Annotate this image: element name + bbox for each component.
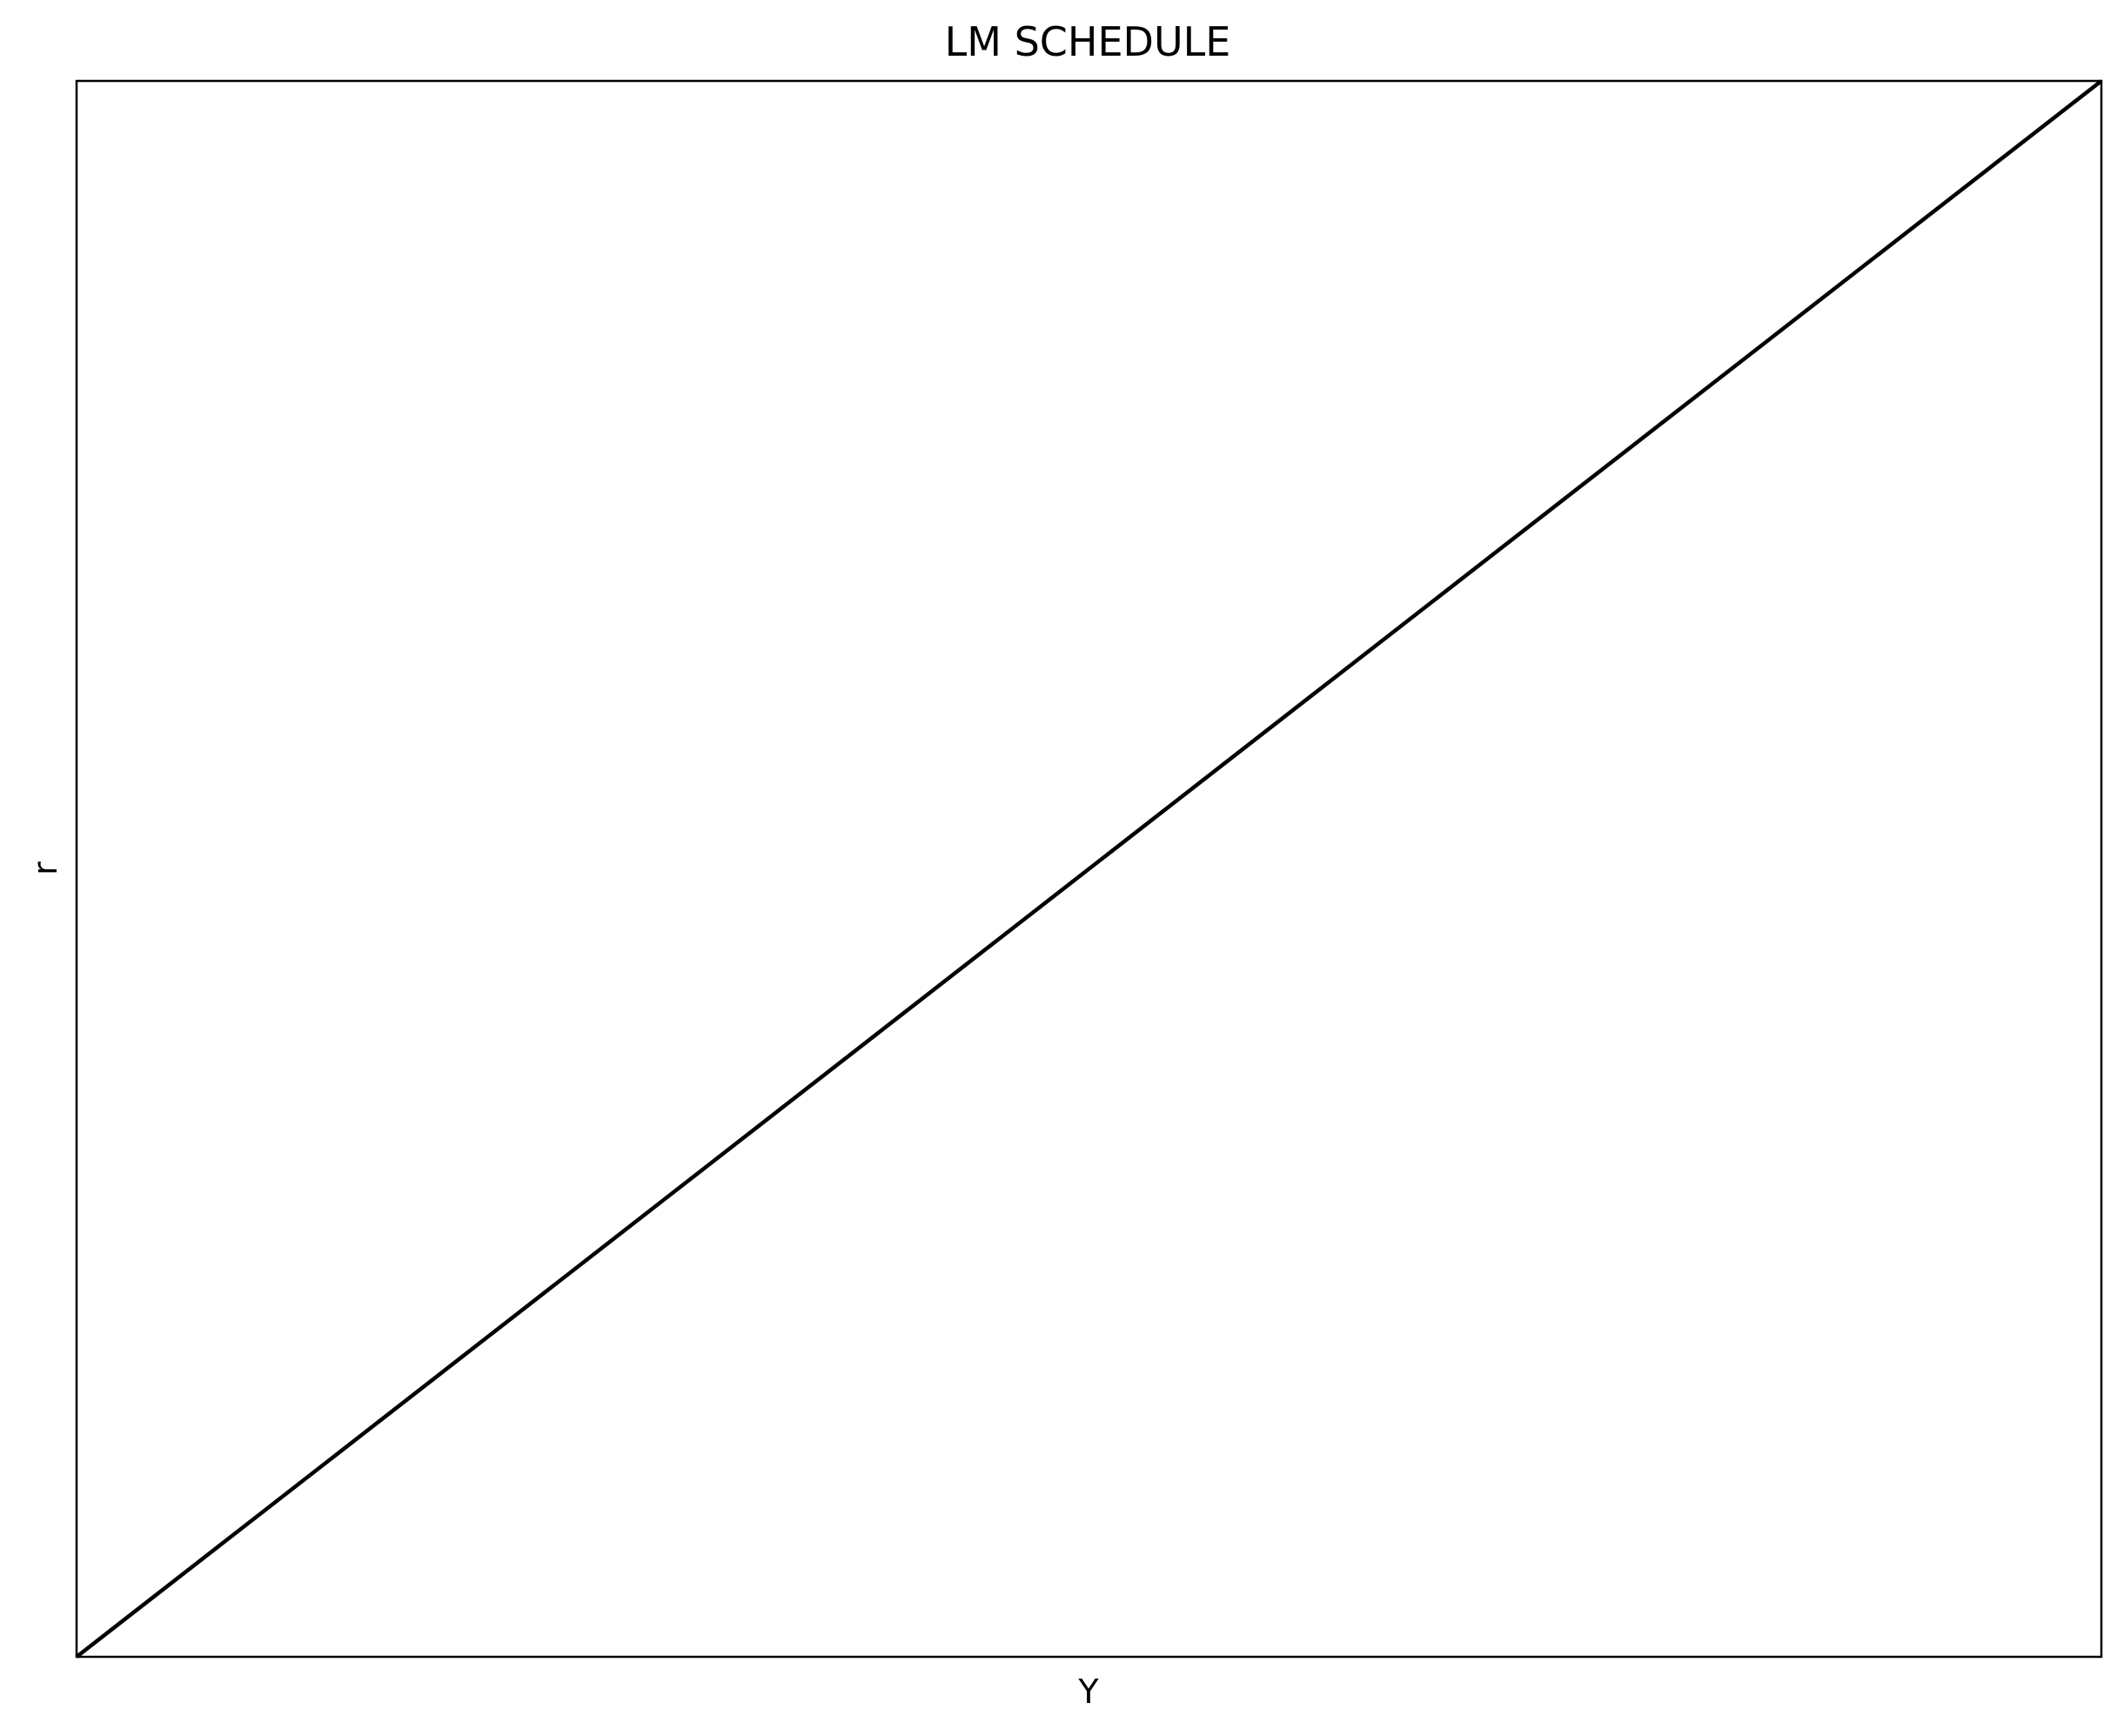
plot-area [75,79,2103,1659]
plot-frame [75,79,2103,1659]
y-axis-label: r [26,861,64,875]
lm-curve-line [75,79,2103,1659]
chart-title: LM SCHEDULE [945,18,1231,65]
x-axis-label: Y [1077,1672,1099,1711]
